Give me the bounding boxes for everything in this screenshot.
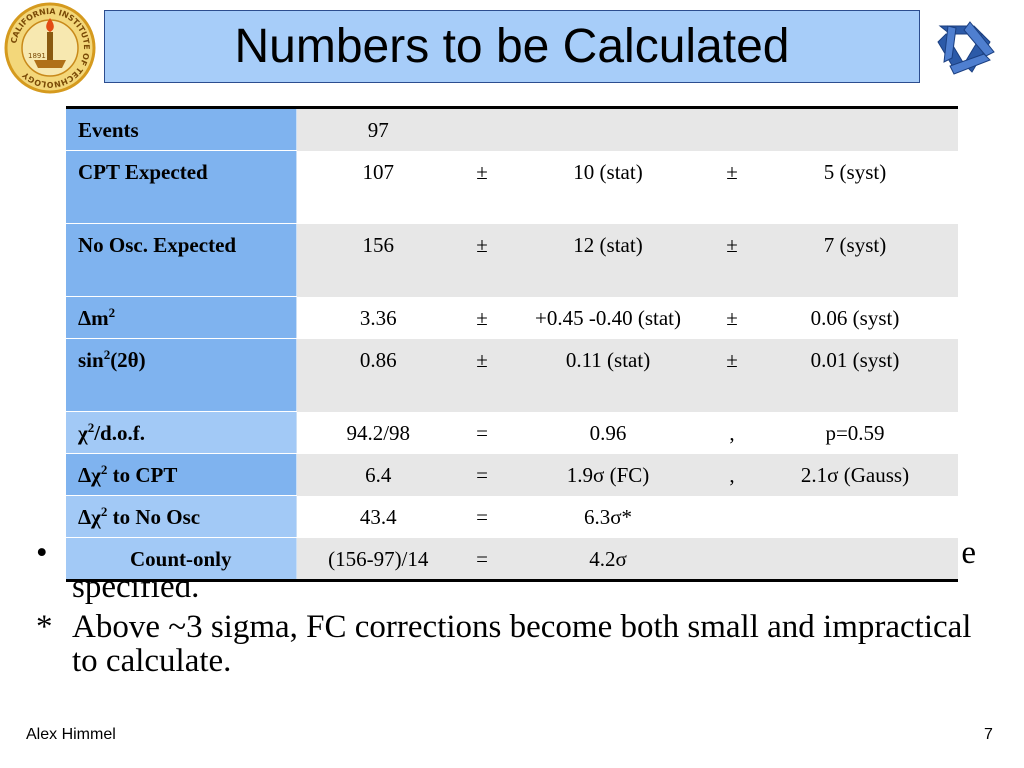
- operator-cell: ±: [460, 150, 504, 224]
- value-cell: 6.4: [296, 453, 460, 496]
- page-number: 7: [984, 726, 993, 743]
- slide-title: Numbers to be Calculated: [234, 19, 790, 73]
- table-row: Events 97: [66, 107, 958, 151]
- row-label: No Osc. Expected: [66, 223, 297, 297]
- caltech-seal-logo: CALIFORNIA INSTITUTE OF TECHNOLOGY 1891: [4, 2, 96, 94]
- row-label: Count-only: [66, 537, 297, 581]
- row-label: Δm2: [66, 296, 297, 339]
- value-cell: 6.3σ*: [504, 495, 712, 538]
- table-row: sin2(2θ) 0.86 ± 0.11 (stat) ± 0.01 (syst…: [66, 338, 958, 412]
- bullet-2: * Above ~3 sigma, FC corrections become …: [36, 610, 976, 678]
- value-cell: [752, 107, 958, 151]
- table-row: Count-only (156-97)/14 = 4.2σ: [66, 537, 958, 581]
- row-label: sin2(2θ): [66, 338, 297, 412]
- seal-year: 1891: [28, 52, 46, 60]
- value-cell: 3.36: [296, 296, 460, 339]
- value-cell: 12 (stat): [504, 223, 712, 297]
- results-table: Events 97 CPT Expected 107 ± 10 (stat) ±…: [66, 106, 958, 582]
- row-label: CPT Expected: [66, 150, 297, 224]
- value-cell: 0.11 (stat): [504, 338, 712, 412]
- table-row: No Osc. Expected 156 ± 12 (stat) ± 7 (sy…: [66, 223, 958, 297]
- minos-logo: [937, 21, 995, 75]
- value-cell: [752, 495, 958, 538]
- operator-cell: =: [460, 411, 504, 454]
- title-bar: Numbers to be Calculated: [104, 10, 920, 83]
- value-cell: [752, 537, 958, 581]
- value-cell: 7 (syst): [752, 223, 958, 297]
- value-cell: 1.9σ (FC): [504, 453, 712, 496]
- operator-cell: ±: [460, 223, 504, 297]
- value-cell: 0.06 (syst): [752, 296, 958, 339]
- value-cell: 97: [296, 107, 460, 151]
- value-cell: +0.45 -0.40 (stat): [504, 296, 712, 339]
- table-row: Δm2 3.36 ± +0.45 -0.40 (stat) ± 0.06 (sy…: [66, 296, 958, 339]
- bullet-2-text: Above ~3 sigma, FC corrections become bo…: [72, 609, 972, 679]
- value-cell: 94.2/98: [296, 411, 460, 454]
- footer-author: Alex Himmel: [26, 726, 116, 743]
- operator-cell: ±: [712, 338, 752, 412]
- operator-cell: ,: [712, 453, 752, 496]
- operator-cell: =: [460, 495, 504, 538]
- operator-cell: ±: [712, 296, 752, 339]
- operator-cell: [460, 107, 504, 151]
- value-cell: p=0.59: [752, 411, 958, 454]
- row-label: Δχ2 to No Osc: [66, 495, 297, 538]
- value-cell: (156-97)/14: [296, 537, 460, 581]
- operator-cell: ±: [712, 223, 752, 297]
- table-row: χ2/d.o.f. 94.2/98 = 0.96 , p=0.59: [66, 411, 958, 454]
- bullet-1-line1-end: e: [961, 535, 976, 571]
- value-cell: [504, 107, 712, 151]
- operator-cell: =: [460, 453, 504, 496]
- row-label: Δχ2 to CPT: [66, 453, 297, 496]
- row-label: χ2/d.o.f.: [66, 411, 297, 454]
- value-cell: 0.96: [504, 411, 712, 454]
- value-cell: 2.1σ (Gauss): [752, 453, 958, 496]
- value-cell: 0.01 (syst): [752, 338, 958, 412]
- bullet-marker: *: [36, 609, 53, 645]
- value-cell: 0.86: [296, 338, 460, 412]
- operator-cell: ,: [712, 411, 752, 454]
- bullet-marker: •: [36, 535, 48, 571]
- operator-cell: [712, 107, 752, 151]
- operator-cell: [712, 495, 752, 538]
- operator-cell: ±: [712, 150, 752, 224]
- table-row: Δχ2 to CPT 6.4 = 1.9σ (FC) , 2.1σ (Gauss…: [66, 453, 958, 496]
- operator-cell: =: [460, 537, 504, 581]
- value-cell: 107: [296, 150, 460, 224]
- operator-cell: ±: [460, 296, 504, 339]
- table-row: CPT Expected 107 ± 10 (stat) ± 5 (syst): [66, 150, 958, 224]
- operator-cell: ±: [460, 338, 504, 412]
- row-label: Events: [66, 107, 297, 151]
- table-row: Δχ2 to No Osc 43.4 = 6.3σ*: [66, 495, 958, 538]
- value-cell: 4.2σ: [504, 537, 712, 581]
- value-cell: 10 (stat): [504, 150, 712, 224]
- value-cell: 43.4: [296, 495, 460, 538]
- operator-cell: [712, 537, 752, 581]
- value-cell: 5 (syst): [752, 150, 958, 224]
- value-cell: 156: [296, 223, 460, 297]
